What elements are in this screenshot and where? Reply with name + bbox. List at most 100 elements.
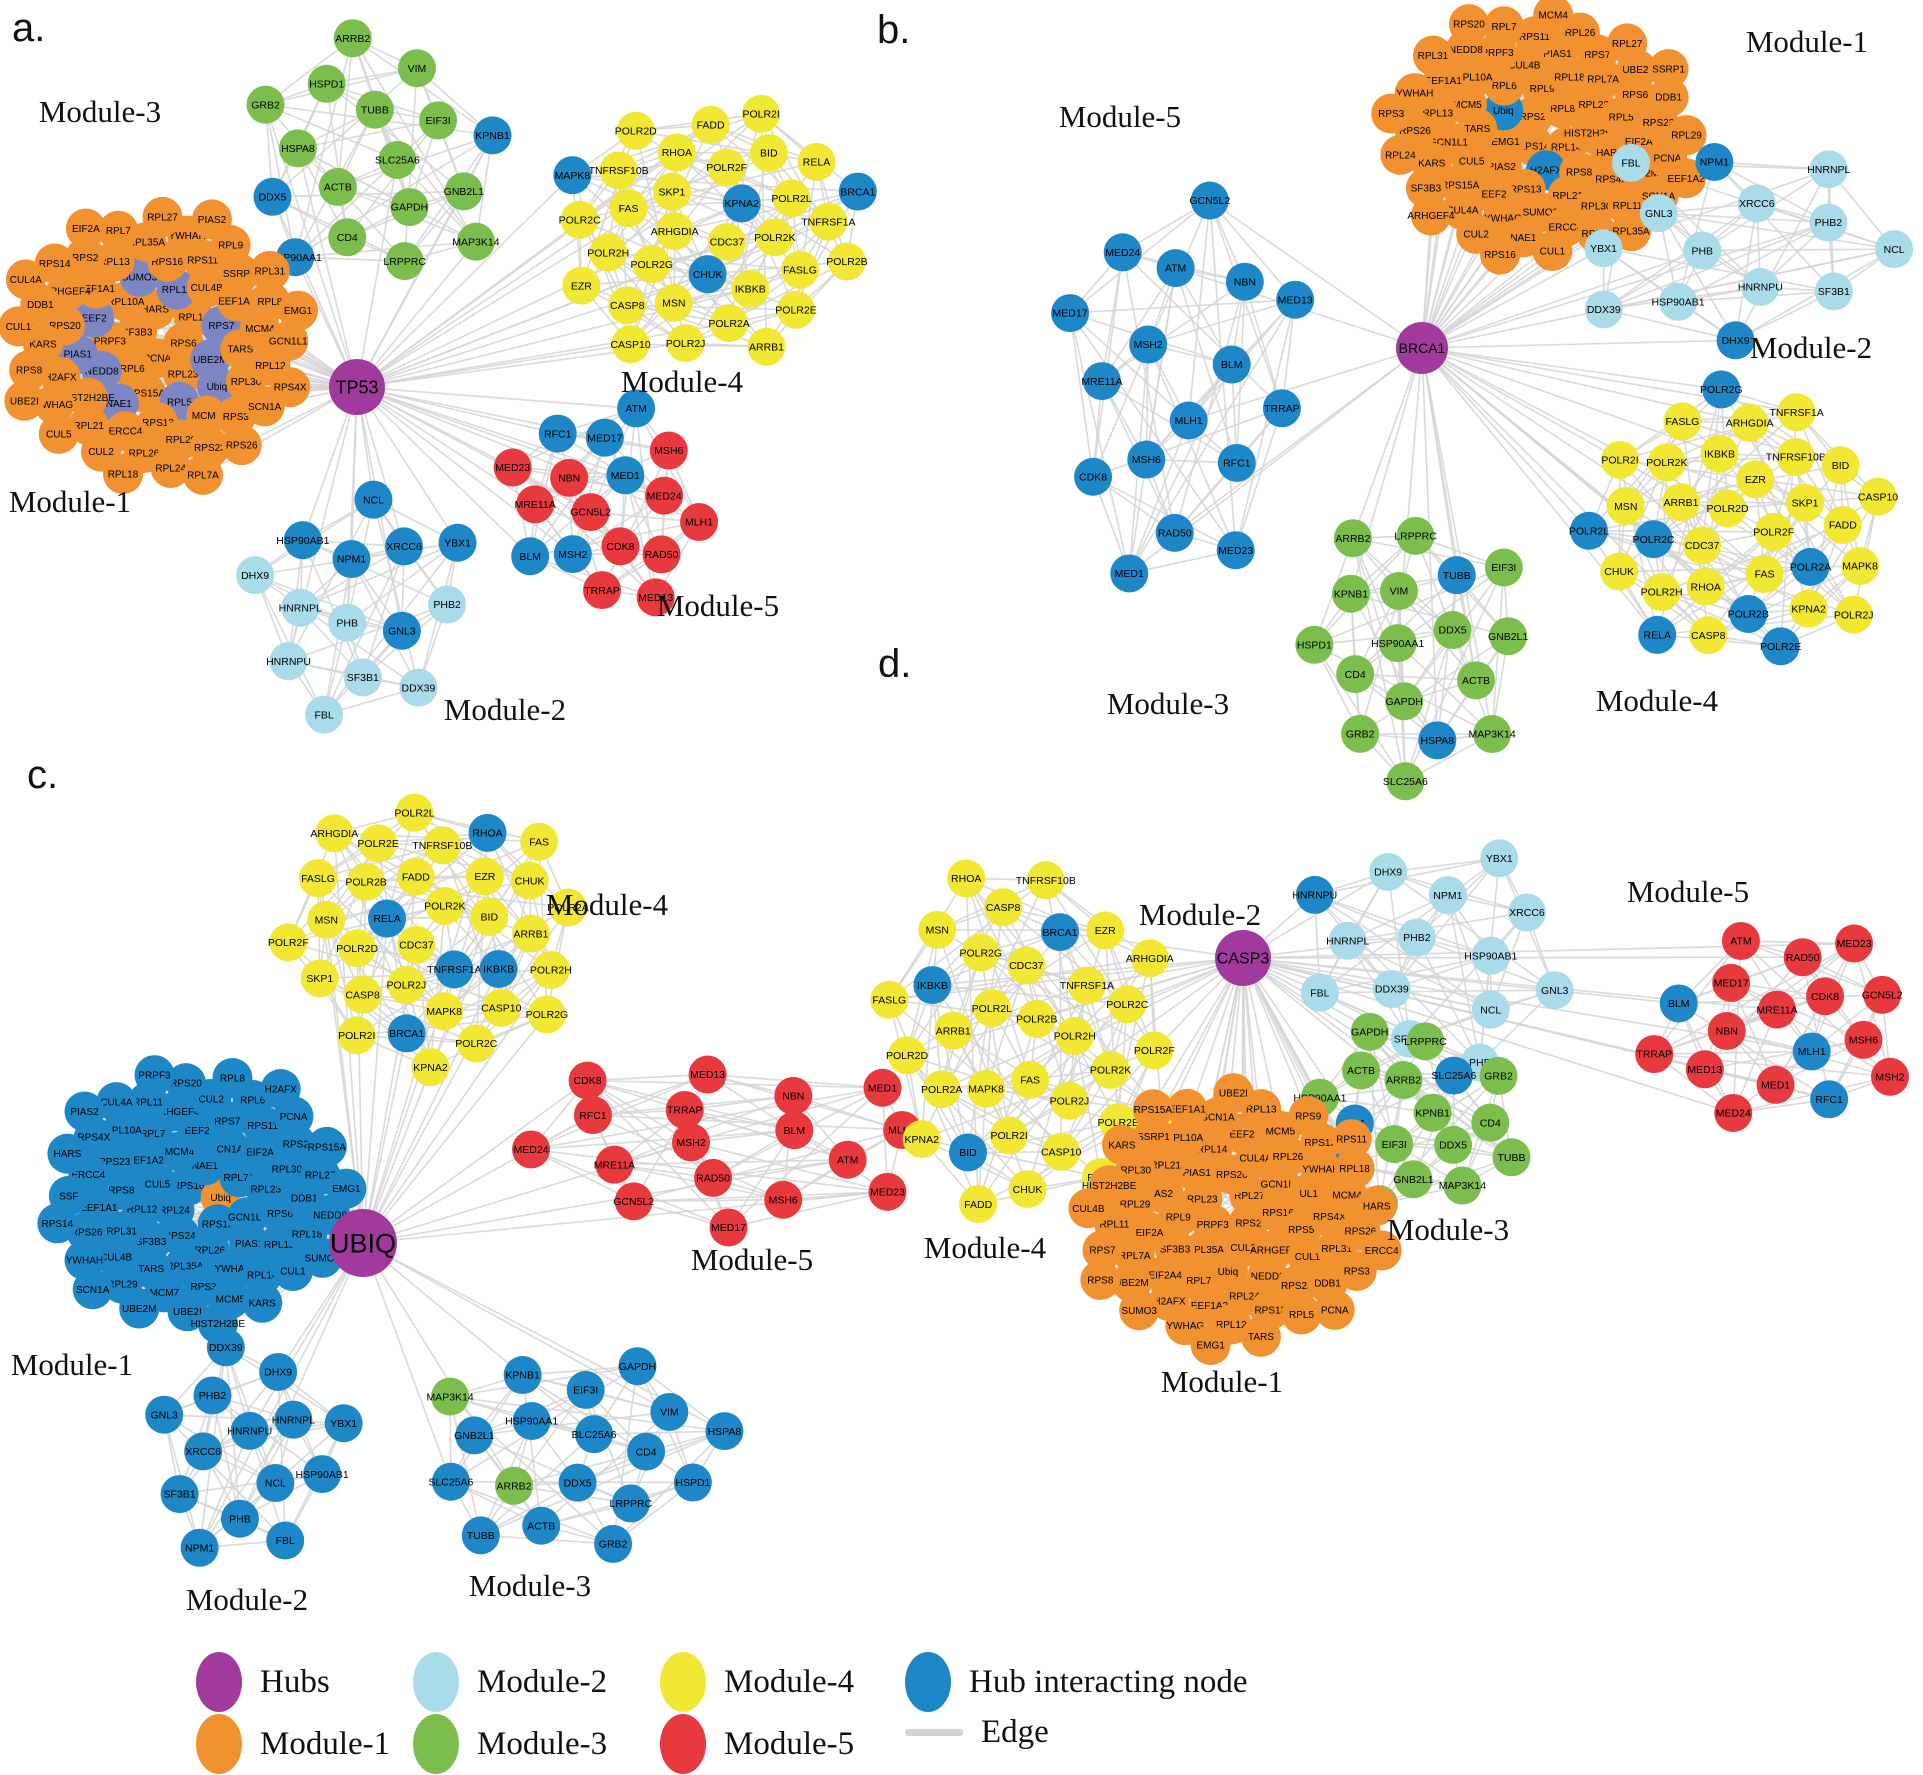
gene-node-scn1a[interactable]: SCN1A — [72, 1269, 113, 1310]
gene-node-eif3i[interactable]: EIF3I — [566, 1370, 605, 1409]
gene-node-fadd[interactable]: FADD — [1823, 506, 1862, 545]
gene-node-cdc37[interactable]: CDC37 — [707, 223, 746, 262]
gene-node-circle[interactable] — [742, 94, 781, 133]
gene-node-circle[interactable] — [599, 151, 638, 190]
gene-node-circle[interactable] — [632, 245, 671, 284]
gene-node-hspd1[interactable]: HSPD1 — [1295, 625, 1334, 664]
gene-node-med23[interactable]: MED23 — [868, 1172, 907, 1211]
gene-node-med17[interactable]: MED17 — [1051, 294, 1090, 333]
gene-node-rad50[interactable]: RAD50 — [694, 1158, 733, 1197]
gene-node-circle[interactable] — [328, 218, 367, 257]
gene-node-cdc37[interactable]: CDC37 — [397, 925, 436, 964]
gene-node-rpl7a[interactable]: RPL7A — [183, 454, 224, 495]
gene-node-npm1[interactable]: NPM1 — [1428, 876, 1467, 915]
gene-node-circle[interactable] — [666, 324, 705, 363]
gene-node-circle[interactable] — [253, 177, 292, 216]
gene-node-brca1[interactable]: BRCA1 — [1040, 913, 1079, 952]
gene-node-faslg[interactable]: FASLG — [299, 859, 338, 898]
gene-node-msh6[interactable]: MSH6 — [649, 431, 688, 470]
gene-node-lrpprc[interactable]: LRPPRC — [383, 242, 426, 281]
gene-node-ezr[interactable]: EZR — [1736, 460, 1775, 499]
gene-node-cul4a[interactable]: CUL4A — [5, 259, 46, 300]
gene-node-circle[interactable] — [707, 148, 746, 187]
gene-node-arrb1[interactable]: ARRB1 — [934, 1011, 973, 1050]
gene-node-chuk[interactable]: CHUK — [1600, 552, 1639, 591]
gene-node-rpl27[interactable]: RPL27 — [1607, 23, 1648, 64]
gene-node-circle[interactable] — [797, 142, 836, 181]
gene-node-polr2c[interactable]: POLR2C — [559, 200, 601, 239]
gene-node-med1[interactable]: MED1 — [1110, 554, 1149, 593]
gene-node-rad50[interactable]: RAD50 — [1155, 513, 1194, 552]
gene-node-med13[interactable]: MED13 — [636, 578, 675, 617]
gene-node-med13[interactable]: MED13 — [1685, 1050, 1724, 1089]
gene-node-rpl7[interactable]: RPL7 — [1483, 6, 1524, 47]
gene-node-circle[interactable] — [456, 222, 495, 261]
gene-node-med13[interactable]: MED13 — [688, 1055, 727, 1094]
gene-node-circle[interactable] — [355, 90, 394, 129]
gene-node-gnb2l1[interactable]: GNB2L1 — [1488, 617, 1528, 656]
gene-node-fbl[interactable]: FBL — [266, 1521, 305, 1560]
gene-node-casp10[interactable]: CASP10 — [610, 325, 651, 364]
gene-node-bid[interactable]: BID — [1821, 446, 1860, 485]
gene-node-casp8[interactable]: CASP8 — [984, 888, 1023, 927]
gene-node-map3k14[interactable]: MAP3K14 — [1439, 1166, 1486, 1205]
gene-node-sumo3[interactable]: SUMO3 — [1119, 1290, 1160, 1331]
gene-node-circle[interactable] — [589, 233, 628, 272]
gene-node-ddx5[interactable]: DDX5 — [253, 177, 292, 216]
gene-node-cd4[interactable]: CD4 — [1471, 1103, 1510, 1142]
gene-node-slc25a6[interactable]: SLC25A6 — [375, 141, 420, 179]
gene-node-gapdh[interactable]: GAPDH — [390, 188, 429, 227]
gene-node-rps3[interactable]: RPS3 — [1371, 93, 1412, 134]
gene-node-slc25a6[interactable]: SLC25A6 — [428, 1462, 474, 1501]
gene-node-ddx39[interactable]: DDX39 — [399, 668, 438, 707]
gene-node-eif3i[interactable]: EIF3I — [1484, 548, 1523, 587]
gene-node-circle[interactable] — [318, 167, 357, 206]
gene-node-med23[interactable]: MED23 — [493, 448, 532, 487]
gene-node-dhx9[interactable]: DHX9 — [1369, 852, 1408, 891]
gene-node-arrb2[interactable]: ARRB2 — [495, 1466, 534, 1505]
gene-node-mlh1[interactable]: MLH1 — [680, 503, 719, 542]
gene-node-circle[interactable] — [777, 290, 816, 329]
gene-node-phb[interactable]: PHB — [1683, 231, 1722, 270]
gene-node-hspa8[interactable]: HSPA8 — [1418, 721, 1457, 760]
gene-node-msh2[interactable]: MSH2 — [671, 1123, 710, 1162]
gene-node-med24[interactable]: MED24 — [645, 476, 684, 515]
gene-node-ddx39[interactable]: DDX39 — [1584, 290, 1623, 329]
gene-node-mapk8[interactable]: MAPK8 — [967, 1069, 1006, 1108]
gene-node-hsp90aa1[interactable]: HSP90AA1 — [505, 1402, 558, 1440]
gene-node-arrb2[interactable]: ARRB2 — [1333, 519, 1372, 558]
gene-node-polr2k[interactable]: POLR2K — [1646, 443, 1688, 482]
gene-node-circle[interactable] — [608, 286, 647, 325]
gene-node-cul1[interactable]: CUL1 — [1532, 231, 1573, 272]
gene-node-msh2[interactable]: MSH2 — [553, 535, 592, 574]
gene-node-cul1[interactable]: CUL1 — [0, 306, 39, 347]
gene-node-polr2e[interactable]: POLR2E — [1760, 627, 1801, 666]
gene-node-grb2[interactable]: GRB2 — [1479, 1056, 1518, 1095]
gene-node-circle[interactable] — [473, 116, 512, 155]
gene-node-msh6[interactable]: MSH6 — [764, 1180, 803, 1219]
gene-node-eif3i[interactable]: EIF3I — [419, 101, 458, 140]
gene-node-polr2a[interactable]: POLR2A — [708, 304, 750, 343]
gene-node-arrb2[interactable]: ARRB2 — [333, 19, 372, 58]
gene-node-emg1[interactable]: EMG1 — [278, 290, 319, 331]
gene-node-phb2[interactable]: PHB2 — [1397, 918, 1436, 957]
gene-node-circle[interactable] — [657, 133, 696, 172]
gene-node-circle[interactable] — [444, 172, 483, 211]
gene-node-gapdh[interactable]: GAPDH — [1385, 682, 1424, 721]
gene-node-xrcc6[interactable]: XRCC6 — [1507, 893, 1546, 932]
gene-node-tnfrsf10b[interactable]: TNFRSF10B — [1016, 861, 1076, 900]
gene-node-trrap[interactable]: TRRAP — [665, 1090, 704, 1129]
gene-node-polr2k[interactable]: POLR2K — [754, 218, 796, 257]
gene-node-circle[interactable] — [827, 242, 866, 281]
gene-node-circle[interactable] — [609, 189, 648, 228]
hub-node-casp3[interactable]: CASP3 — [1215, 930, 1271, 986]
gene-node-blm[interactable]: BLM — [775, 1111, 814, 1150]
gene-node-kpna2[interactable]: KPNA2 — [722, 184, 761, 223]
gene-node-polr2f[interactable]: POLR2F — [706, 148, 747, 187]
gene-node-circle[interactable] — [731, 270, 770, 309]
gene-node-skp1[interactable]: SKP1 — [300, 959, 339, 998]
gene-node-circle[interactable] — [246, 85, 285, 124]
gene-node-prpf3[interactable]: PRPF3 — [134, 1055, 175, 1096]
gene-node-hnrnpl[interactable]: HNRNPL — [279, 588, 322, 627]
gene-node-rps15a[interactable]: RPS15A — [306, 1126, 347, 1167]
